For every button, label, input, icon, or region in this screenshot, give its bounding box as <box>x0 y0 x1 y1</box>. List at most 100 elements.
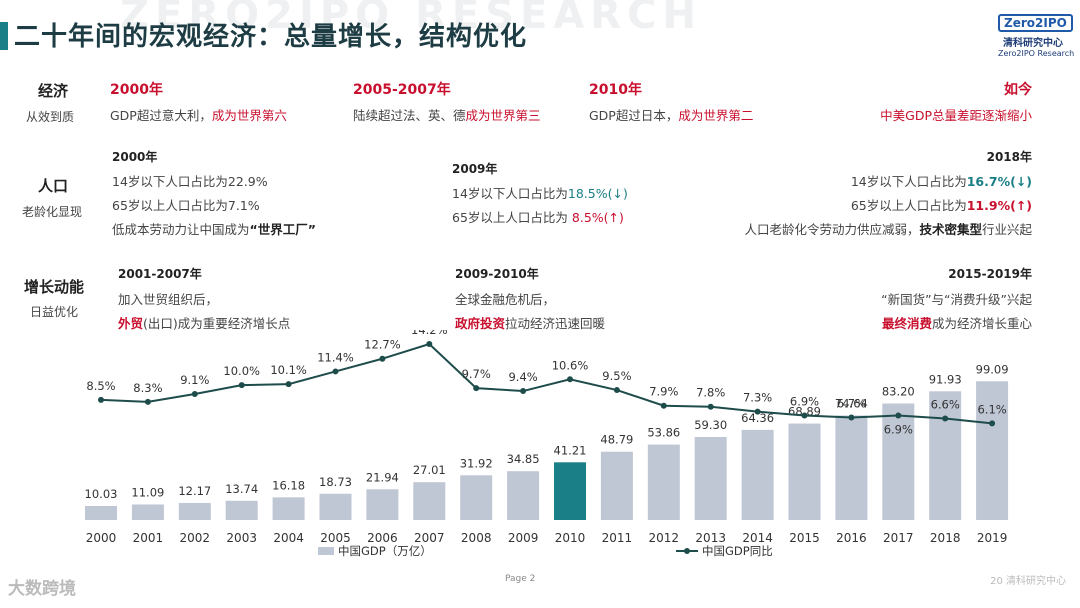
logo-cn: 清科研究中心 <box>1003 38 1063 49</box>
growth-p2-line1: 全球金融危机后， <box>455 292 556 307</box>
gdp-bar-label-2012: 53.86 <box>647 426 680 440</box>
gdp-bar-label-2019: 99.09 <box>976 362 1009 376</box>
population-2009-line2: 65岁以上人口占比为 8.5%(↑) <box>452 210 624 225</box>
growth-p3-line1: “新国货”与“消费升级”兴起 <box>881 292 1032 307</box>
title-accent-bar <box>0 22 8 50</box>
x-tick-2013: 2013 <box>695 531 726 545</box>
growth-label-2009: 9.4% <box>508 370 537 384</box>
growth-point-2005 <box>332 368 339 375</box>
gdp-bar-label-2014: 64.36 <box>741 411 774 425</box>
gdp-bar-label-2004: 16.18 <box>272 478 305 492</box>
gdp-bar-label-2009: 34.85 <box>507 452 540 466</box>
growth-p1-line1: 加入世贸组织后， <box>118 292 219 307</box>
growth-point-2004 <box>285 381 292 388</box>
legend-line-label: 中国GDP同比 <box>702 544 773 558</box>
x-tick-2000: 2000 <box>86 531 117 545</box>
x-tick-2018: 2018 <box>930 531 961 545</box>
x-tick-2006: 2006 <box>367 531 398 545</box>
gdp-bar-label-2002: 12.17 <box>178 484 211 498</box>
growth-line <box>100 342 993 425</box>
gdp-bar-label-2017: 83.20 <box>882 385 915 399</box>
growth-label-2005: 11.4% <box>317 350 354 364</box>
growth-point-2007 <box>426 341 433 347</box>
growth-label-2000: 8.5% <box>86 379 115 393</box>
gdp-bar-2002 <box>178 502 211 520</box>
gdp-bar-label-2010: 41.21 <box>554 443 587 457</box>
brand-left-watermark: 大数跨境 <box>8 579 76 599</box>
population-2009-year: 2009年 <box>452 162 498 176</box>
growth-point-2017 <box>895 412 902 419</box>
brand-right-watermark: 20 清科研究中心 <box>990 576 1066 587</box>
growth-p1-line2: 外贸(出口)成为重要经济增长点 <box>118 316 291 331</box>
x-tick-2010: 2010 <box>555 531 586 545</box>
growth-point-2010 <box>567 376 573 383</box>
population-2000-line1: 14岁以下人口占比为22.9% <box>112 174 268 189</box>
growth-point-2011 <box>613 387 620 394</box>
growth-point-2002 <box>191 390 198 397</box>
gdp-bar-2000 <box>85 505 117 520</box>
economy-now-text: 中美GDP总量差距逐渐缩小 <box>880 108 1032 123</box>
x-tick-2009: 2009 <box>508 531 539 545</box>
growth-label-2017: 6.9% <box>884 423 913 437</box>
gdp-bar-2003 <box>225 500 258 520</box>
gdp-bar-2006 <box>366 489 399 520</box>
economy-2010-year: 2010年 <box>589 82 642 98</box>
x-tick-2001: 2001 <box>133 531 164 545</box>
economy-2005-text: 陆续超过法、英、德成为世界第三 <box>353 108 541 123</box>
population-2018-line2: 65岁以上人口占比为11.9%(↑) <box>850 198 1032 213</box>
page-number: Page 2 <box>505 574 536 584</box>
gdp-bar-2013 <box>694 436 727 520</box>
growth-label-2004: 10.1% <box>270 363 307 377</box>
gdp-bar-2014 <box>741 429 774 520</box>
gdp-bar-label-2008: 31.92 <box>460 456 493 470</box>
economy-2010-text: GDP超过日本，成为世界第二 <box>589 108 754 123</box>
gdp-bar-2001 <box>131 504 164 520</box>
growth-label-2012: 7.9% <box>649 385 678 399</box>
growth-label-2003: 10.0% <box>223 364 260 378</box>
gdp-chart: 10.03 2000 11.09 2001 12.17 2002 13.74 2003 16.1… <box>85 330 1009 558</box>
growth-label-2018: 6.6% <box>931 397 960 411</box>
economy-2000-text: GDP超过意大利，成为世界第六 <box>110 108 287 123</box>
gdp-bar-2012 <box>647 444 680 520</box>
gdp-bar-2019 <box>976 381 1009 520</box>
economy-now-year: 如今 <box>1004 82 1032 98</box>
growth-point-2016 <box>848 414 855 421</box>
growth-p3-line2: 最终消费成为经济增长重心 <box>881 316 1032 331</box>
growth-point-2008 <box>473 385 480 392</box>
x-tick-2005: 2005 <box>320 531 351 545</box>
legend-bar-label: 中国GDP（万亿） <box>338 544 432 558</box>
growth-point-2013 <box>707 403 714 410</box>
growth-point-2014 <box>754 408 761 415</box>
growth-label-2019: 6.1% <box>977 402 1006 416</box>
gdp-bar-label-2000: 10.03 <box>85 487 118 501</box>
population-label: 人口 <box>38 177 69 195</box>
growth-label-2013: 7.8% <box>696 386 725 400</box>
gdp-bar-2005 <box>319 493 352 520</box>
growth-p3-year: 2015-2019年 <box>948 267 1032 281</box>
growth-label-2011: 9.5% <box>602 369 631 383</box>
economy-sub: 从效到质 <box>26 110 75 124</box>
x-tick-2019: 2019 <box>977 531 1008 545</box>
growth-label-2006: 12.7% <box>364 338 401 352</box>
growth-point-2015 <box>801 412 808 419</box>
gdp-bar-2018 <box>929 391 962 520</box>
population-2009-line1: 14岁以下人口占比为18.5%(↓) <box>452 186 628 201</box>
x-tick-2003: 2003 <box>226 531 257 545</box>
gdp-bar-2004 <box>272 497 305 520</box>
legend-line-marker <box>684 548 690 554</box>
gdp-bar-label-2005: 18.73 <box>319 475 352 489</box>
growth-label-2007: 14.2% <box>411 330 448 337</box>
growth-point-2001 <box>144 398 151 405</box>
x-tick-2008: 2008 <box>461 531 492 545</box>
growth-point-2019 <box>989 420 996 427</box>
x-tick-2017: 2017 <box>883 531 914 545</box>
growth-label-2002: 9.1% <box>180 373 209 387</box>
gdp-bar-2007 <box>413 482 446 520</box>
population-2018-line3: 人口老龄化令劳动力供应减弱，技术密集型行业兴起 <box>744 222 1032 237</box>
x-tick-2016: 2016 <box>836 531 867 545</box>
growth-sub: 日益优化 <box>30 305 79 319</box>
gdp-bar-2009 <box>507 471 540 520</box>
growth-label-2001: 8.3% <box>133 381 162 395</box>
gdp-bar-2017 <box>882 403 915 520</box>
page-title: 二十年间的宏观经济：总量增长，结构优化 <box>14 22 528 52</box>
